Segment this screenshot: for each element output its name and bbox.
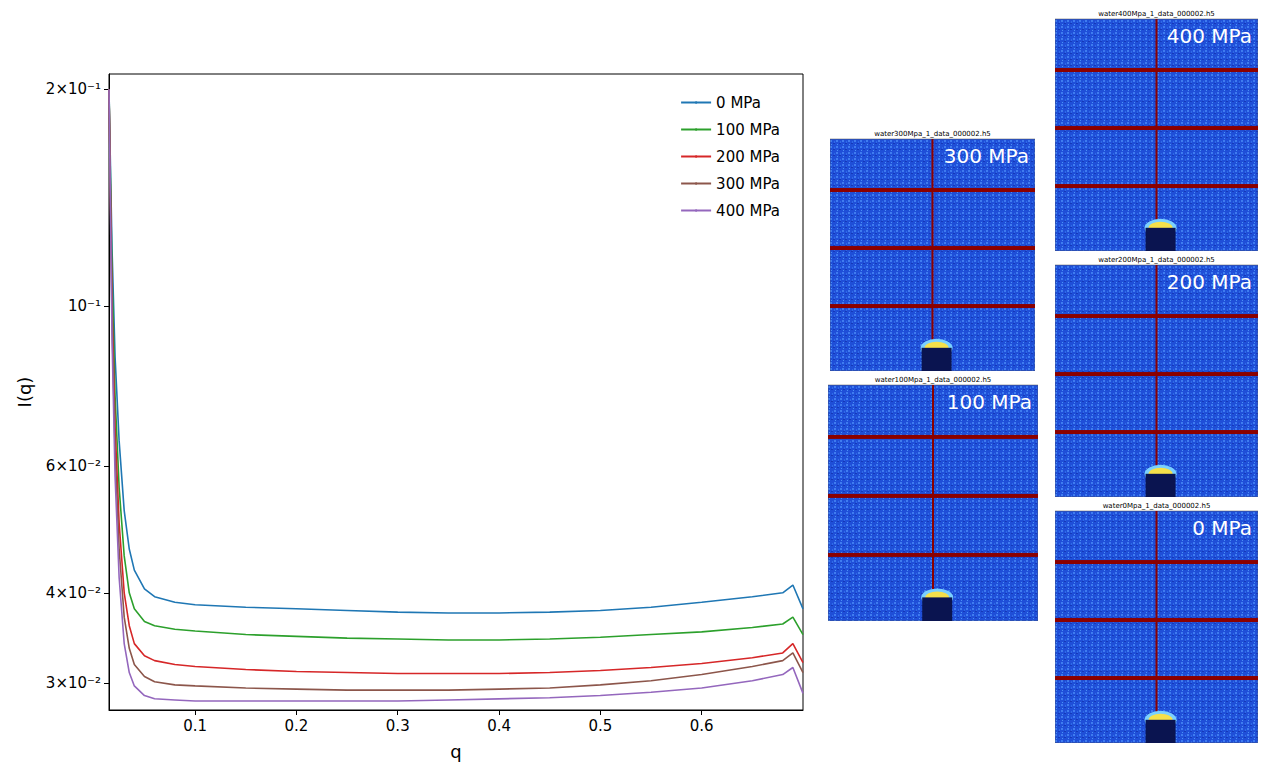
svg-text:water0Mpa_1_data_000002.h5: water0Mpa_1_data_000002.h5 <box>1103 502 1211 510</box>
svg-text:2×10⁻¹: 2×10⁻¹ <box>46 80 101 98</box>
svg-text:water400Mpa_1_data_000002.h5: water400Mpa_1_data_000002.h5 <box>1098 10 1215 18</box>
svg-text:0.6: 0.6 <box>690 717 714 735</box>
svg-text:0.4: 0.4 <box>487 717 511 735</box>
svg-text:100 MPa: 100 MPa <box>947 390 1032 414</box>
svg-text:6×10⁻²: 6×10⁻² <box>46 457 101 475</box>
svg-text:water300Mpa_1_data_000002.h5: water300Mpa_1_data_000002.h5 <box>874 130 991 138</box>
svg-text:water200Mpa_1_data_000002.h5: water200Mpa_1_data_000002.h5 <box>1098 256 1215 264</box>
svg-text:0 MPa: 0 MPa <box>716 94 761 112</box>
svg-text:4×10⁻²: 4×10⁻² <box>46 584 101 602</box>
svg-text:400 MPa: 400 MPa <box>1167 24 1252 48</box>
svg-text:0.2: 0.2 <box>285 717 309 735</box>
svg-text:water100Mpa_1_data_000002.h5: water100Mpa_1_data_000002.h5 <box>875 376 992 384</box>
svg-text:400 MPa: 400 MPa <box>716 202 780 220</box>
svg-text:300 MPa: 300 MPa <box>944 144 1029 168</box>
svg-text:I(q): I(q) <box>14 377 35 408</box>
svg-text:200 MPa: 200 MPa <box>1167 270 1252 294</box>
svg-text:0.3: 0.3 <box>386 717 410 735</box>
svg-text:q: q <box>450 741 461 762</box>
svg-text:0.1: 0.1 <box>183 717 207 735</box>
svg-text:100 MPa: 100 MPa <box>716 121 780 139</box>
svg-text:0.5: 0.5 <box>588 717 612 735</box>
svg-text:200 MPa: 200 MPa <box>716 148 780 166</box>
svg-text:10⁻¹: 10⁻¹ <box>68 297 101 315</box>
svg-text:0 MPa: 0 MPa <box>1192 516 1252 540</box>
svg-text:300 MPa: 300 MPa <box>716 175 780 193</box>
svg-text:3×10⁻²: 3×10⁻² <box>46 674 101 692</box>
